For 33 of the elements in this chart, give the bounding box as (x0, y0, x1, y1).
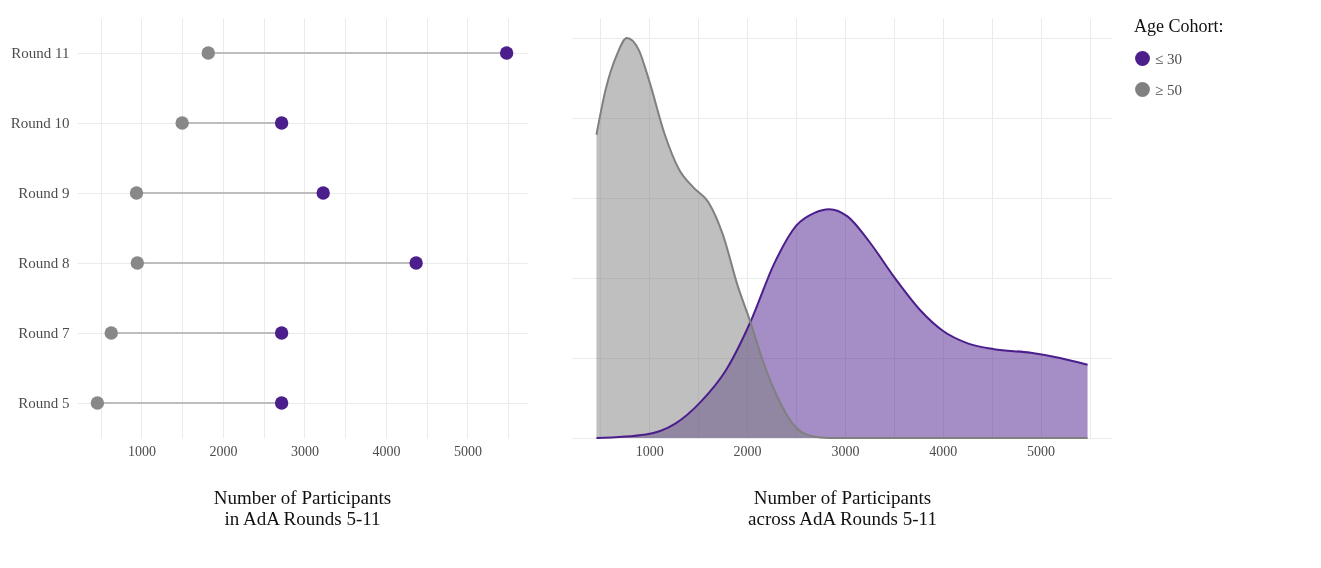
y-tick-label: Round 5 (18, 395, 70, 411)
point (201, 46, 215, 60)
point (316, 186, 330, 200)
x-tick-label: 5000 (453, 443, 482, 459)
y-tick-label: Round 8 (18, 255, 70, 271)
point (409, 256, 423, 270)
x-tick-label: 4000 (929, 443, 958, 459)
x-axis-title: Number of Participants across AdA Rounds 5-11 (748, 486, 937, 529)
y-tick-label: Round 9 (18, 185, 70, 201)
legend-label: ≤ 30 (1155, 50, 1182, 67)
point (274, 396, 289, 410)
point (104, 326, 118, 340)
x-tick-label: 4000 (372, 443, 401, 459)
point (274, 326, 289, 340)
legend-title: Age Cohort: (1134, 16, 1224, 36)
x-tick-label: 5000 (1027, 443, 1056, 459)
point (175, 116, 189, 130)
y-tick-label: Round 11 (11, 45, 70, 61)
y-tick-label: Round 7 (18, 325, 70, 341)
point (130, 256, 145, 270)
point (499, 46, 514, 60)
x-tick-label: 2000 (733, 443, 762, 459)
x-tick-label: 3000 (831, 443, 860, 459)
x-axis-title: Number of Participants in AdA Rounds 5-11 (213, 486, 392, 529)
point (274, 116, 289, 130)
x-tick-label: 1000 (127, 443, 156, 459)
point (129, 186, 144, 200)
legend-label: ≥ 50 (1155, 81, 1182, 98)
x-tick-label: 1000 (635, 443, 664, 459)
x-tick-label: 3000 (290, 443, 319, 459)
point (90, 396, 105, 410)
y-tick-label: Round 10 (10, 115, 70, 131)
x-tick-label: 2000 (209, 443, 238, 459)
